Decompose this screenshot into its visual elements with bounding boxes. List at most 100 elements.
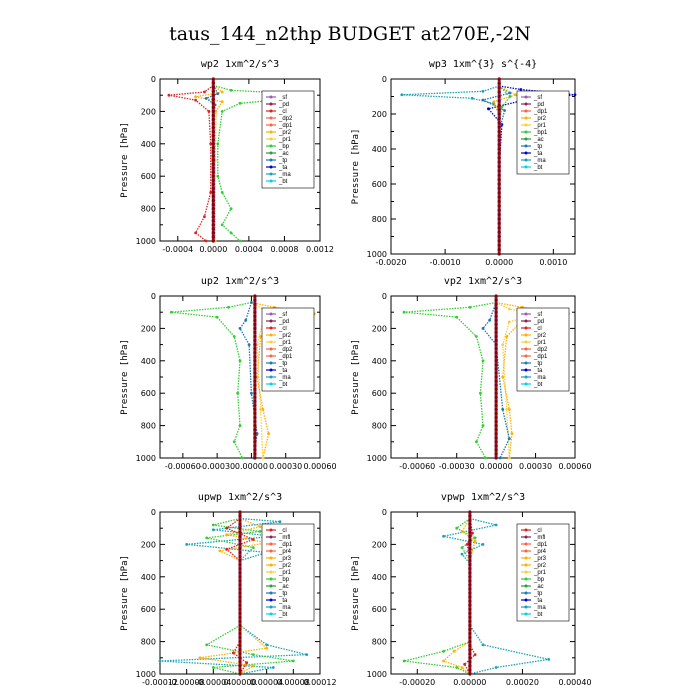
x-tick-label: -0.00030 [439, 462, 475, 471]
legend-entry: _pr2 [533, 333, 547, 339]
legend-marker [269, 137, 273, 141]
legend-entry: _sf [278, 95, 287, 101]
data-point-bp [229, 231, 233, 235]
data-point-bp [481, 424, 485, 427]
data-point-pd [253, 355, 257, 359]
x-tick-label: 0.00020 [506, 678, 539, 687]
legend-entry: _mfl [278, 535, 290, 541]
legend-marker [524, 577, 528, 581]
legend-entry: _ta [533, 151, 543, 157]
data-point-pd [211, 162, 215, 166]
legend-marker [269, 375, 273, 379]
x-tick-label: -0.00008 [169, 678, 205, 687]
data-point-ma [494, 666, 498, 669]
legend-marker [524, 312, 528, 316]
legend-marker [524, 144, 528, 148]
legend-marker [269, 605, 273, 609]
legend-marker [269, 116, 273, 120]
data-point-pd [494, 379, 498, 383]
data-point-pd [497, 160, 501, 164]
data-point-pr1b [507, 307, 511, 311]
legend-entry: _ma [278, 172, 291, 178]
y-tick-label: 1000 [367, 250, 387, 259]
data-point-bp [211, 523, 215, 527]
data-point-pd [211, 158, 215, 162]
data-point-pd [238, 599, 242, 603]
data-point-pd [253, 407, 257, 411]
legend-entry: _tp [278, 591, 288, 597]
y-tick-label: 200 [372, 110, 387, 119]
legend-entry: _mfl [533, 535, 545, 541]
data-point-bp [238, 359, 242, 363]
data-point-pd [497, 147, 501, 151]
data-point-pd [238, 530, 242, 534]
legend-entry: _ma [278, 375, 291, 381]
legend-marker [524, 584, 528, 588]
x-tick-label: 0.00004 [250, 678, 283, 687]
y-tick-label: 600 [372, 389, 387, 398]
legend-entry: _dp1 [533, 542, 548, 548]
data-point-cl [251, 538, 255, 541]
legend-marker [524, 570, 528, 574]
data-point-pd [211, 194, 215, 198]
data-point-pd [238, 522, 242, 526]
legend-entry: _pr3 [278, 556, 292, 562]
series-line-pr [495, 301, 569, 459]
data-point-pr [507, 408, 511, 411]
data-point-pr [267, 432, 270, 436]
data-point-pr [258, 525, 262, 528]
legend-entry: _pr1 [533, 340, 547, 346]
x-tick-label: -0.00060 [399, 462, 435, 471]
data-point-bp [205, 536, 209, 540]
data-point-pd [211, 219, 215, 223]
data-point-pd [497, 103, 501, 107]
data-point-cl [473, 653, 477, 656]
data-point-pd [211, 239, 215, 243]
legend-entry: _sf [533, 312, 542, 318]
data-point-pd [468, 518, 472, 522]
legend-entry: _pr1 [533, 123, 547, 129]
data-point-pd [211, 146, 215, 150]
legend-entry: _dp1 [533, 354, 548, 360]
legend-marker [269, 95, 273, 99]
legend-marker [524, 347, 528, 351]
legend-entry: _pr2 [278, 333, 292, 339]
data-point-pd [468, 672, 472, 676]
data-point-pd [494, 391, 498, 395]
data-point-pd [468, 599, 472, 603]
data-point-pd [253, 428, 257, 432]
data-point-pd [211, 134, 215, 138]
data-point-bp [455, 666, 459, 669]
legend-marker [269, 577, 273, 581]
legend-entry: _pr1 [278, 570, 292, 576]
data-point-pr [265, 646, 269, 650]
legend-entry: _ac [278, 151, 289, 157]
legend-marker [269, 382, 273, 386]
x-tick-label: 0.0000 [485, 258, 513, 267]
y-axis-label: Pressure [hPa] [120, 122, 130, 198]
x-tick-label: -0.0004 [162, 245, 193, 254]
data-point-pd [468, 668, 472, 672]
data-point-pd [494, 355, 498, 359]
data-point-pd [211, 211, 215, 215]
data-point-pd [238, 583, 242, 587]
data-point-bp [216, 174, 220, 178]
y-tick-label: 400 [372, 573, 387, 582]
data-point-pd [494, 294, 498, 298]
legend-marker [269, 361, 273, 365]
data-point-pd [253, 367, 257, 371]
legend-marker [524, 382, 528, 386]
legend-marker [524, 130, 528, 134]
data-point-cl [245, 661, 249, 665]
data-point-pd [494, 420, 498, 424]
data-point-tp [238, 327, 242, 330]
legend-marker [524, 102, 528, 106]
data-point-pd [494, 387, 498, 391]
legend-marker [269, 528, 273, 532]
series-line-cl [463, 518, 476, 675]
data-point-pd [238, 579, 242, 583]
legend-marker [524, 361, 528, 365]
data-point-pd [253, 444, 257, 448]
data-point-ma [278, 520, 282, 524]
data-point-pd [211, 109, 215, 113]
